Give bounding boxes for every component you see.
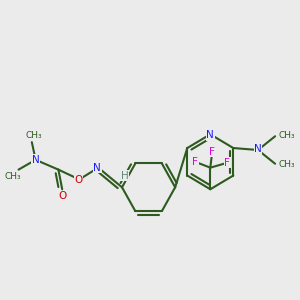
Text: F: F [224,158,230,168]
Text: O: O [58,191,66,201]
Text: N: N [32,155,40,165]
Text: N: N [94,163,101,173]
Text: CH₃: CH₃ [279,131,296,140]
Text: CH₃: CH₃ [279,160,296,169]
Text: O: O [74,176,82,185]
Text: N: N [254,144,262,154]
Text: CH₃: CH₃ [4,172,21,181]
Text: F: F [192,157,198,167]
Text: CH₃: CH₃ [26,131,42,140]
Text: H: H [121,170,129,181]
Text: N: N [206,130,214,140]
Text: F: F [209,147,215,157]
